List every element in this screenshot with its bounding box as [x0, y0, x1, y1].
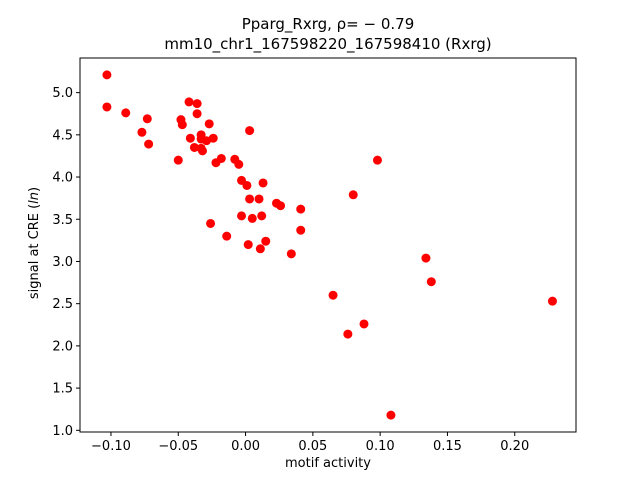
y-axis-label-prefix: signal at CRE (: [27, 204, 42, 299]
chart-title-line2: mm10_chr1_167598220_167598410 (Rxrg): [164, 35, 491, 54]
data-point: [137, 127, 147, 137]
x-tick-label: 0.20: [500, 439, 529, 454]
data-point: [386, 410, 396, 420]
data-point: [245, 194, 255, 204]
data-point: [296, 204, 306, 214]
data-point: [222, 231, 232, 241]
data-points: [102, 70, 557, 420]
x-tick-label: 0.10: [366, 439, 395, 454]
data-point: [185, 133, 195, 143]
data-point: [173, 155, 183, 165]
y-tick-label: 2.0: [52, 339, 73, 354]
data-point: [208, 133, 218, 143]
data-point: [192, 99, 202, 109]
data-point: [255, 244, 265, 254]
x-axis-ticks: −0.10 −0.05 0.00 0.05 0.10 0.15 0.20: [91, 432, 529, 454]
x-tick-label: 0.15: [433, 439, 462, 454]
data-point: [121, 108, 131, 118]
data-point: [276, 201, 286, 211]
axes-frame: [79, 57, 577, 433]
x-tick-label: 0.00: [231, 439, 260, 454]
data-point: [343, 329, 353, 339]
x-tick-label: 0.05: [298, 439, 327, 454]
data-point: [254, 194, 264, 204]
y-tick-label: 5.0: [52, 86, 73, 101]
y-axis-label-italic: ln: [27, 192, 42, 204]
data-point: [177, 120, 187, 130]
data-point: [286, 249, 296, 259]
data-point: [421, 253, 431, 263]
data-point: [243, 240, 253, 250]
data-point: [258, 178, 268, 188]
data-point: [184, 97, 194, 107]
y-tick-label: 3.5: [52, 213, 73, 228]
data-point: [359, 319, 369, 329]
data-point: [234, 159, 244, 169]
data-point: [237, 211, 247, 221]
data-point: [296, 225, 306, 235]
data-point: [247, 213, 257, 223]
y-tick-label: 4.5: [52, 128, 73, 143]
data-point: [547, 296, 557, 306]
chart-title-line1: Pparg_Rxrg, ρ= − 0.79: [242, 15, 415, 34]
plot-area: [79, 57, 577, 433]
data-point: [102, 70, 112, 80]
data-point: [348, 190, 358, 200]
y-tick-label: 3.0: [52, 255, 73, 270]
x-tick-label: −0.10: [91, 439, 131, 454]
x-axis-label: motif activity: [285, 456, 371, 471]
y-tick-label: 1.5: [52, 382, 73, 397]
data-point: [261, 236, 271, 246]
x-tick-label: −0.05: [158, 439, 198, 454]
data-point: [144, 139, 154, 149]
y-axis-ticks: 1.0 1.5 2.0 2.5 3.0 3.5 4.0 4.5 5.0: [52, 86, 80, 439]
data-point: [245, 126, 255, 136]
data-point: [426, 277, 436, 287]
data-point: [197, 146, 207, 156]
data-point: [102, 102, 112, 112]
y-tick-label: 4.0: [52, 171, 73, 186]
data-point: [372, 155, 382, 165]
data-point: [189, 142, 199, 152]
y-tick-label: 1.0: [52, 424, 73, 439]
data-point: [257, 211, 267, 221]
data-point: [242, 180, 252, 190]
data-point: [206, 218, 216, 228]
y-axis-label: signal at CRE (ln): [27, 187, 42, 299]
data-point: [216, 153, 226, 163]
y-axis-label-suffix: ): [27, 187, 42, 192]
y-tick-label: 2.5: [52, 297, 73, 312]
data-point: [192, 109, 202, 119]
data-point: [142, 114, 152, 124]
data-point: [204, 119, 214, 129]
data-point: [328, 290, 338, 300]
